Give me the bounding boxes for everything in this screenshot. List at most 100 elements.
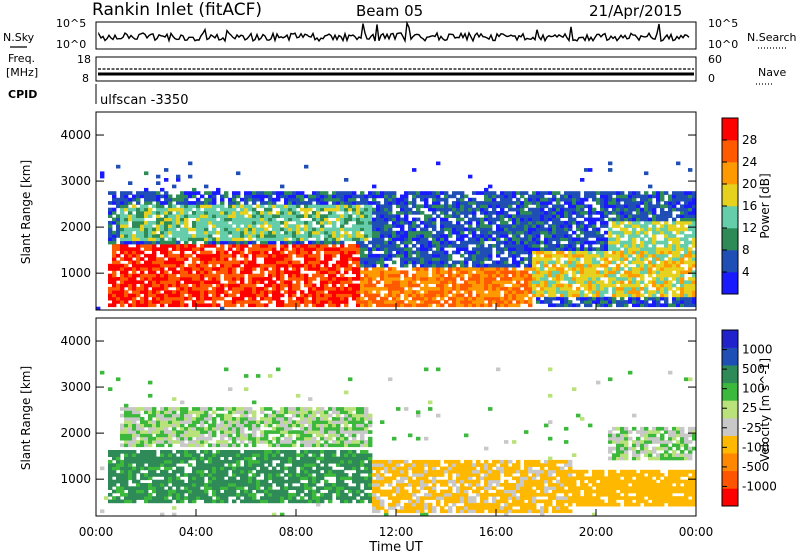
data-cell bbox=[148, 469, 153, 474]
data-cell bbox=[192, 290, 197, 294]
data-cell bbox=[420, 300, 425, 304]
data-cell bbox=[608, 191, 613, 195]
data-cell bbox=[600, 194, 605, 199]
data-cell bbox=[148, 426, 153, 431]
data-cell bbox=[404, 237, 409, 242]
data-cell bbox=[432, 280, 437, 284]
data-cell bbox=[356, 283, 361, 288]
data-cell bbox=[160, 283, 165, 288]
data-cell bbox=[648, 293, 653, 298]
data-cell bbox=[460, 234, 465, 238]
data-cell bbox=[188, 237, 193, 242]
data-cell bbox=[148, 253, 153, 258]
data-cell bbox=[332, 230, 337, 235]
data-cell bbox=[376, 257, 381, 261]
data-cell bbox=[688, 300, 693, 304]
data-cell bbox=[180, 220, 185, 225]
data-cell bbox=[192, 426, 197, 431]
data-cell bbox=[464, 267, 469, 271]
data-cell bbox=[220, 290, 225, 294]
data-cell bbox=[228, 253, 233, 258]
data-cell bbox=[284, 270, 289, 275]
data-cell bbox=[360, 280, 365, 284]
data-cell bbox=[436, 237, 441, 242]
data-cell bbox=[168, 423, 173, 428]
data-cell bbox=[428, 257, 433, 261]
data-cell bbox=[484, 187, 489, 192]
data-cell bbox=[152, 234, 157, 238]
data-cell bbox=[124, 407, 129, 411]
data-cell bbox=[504, 300, 509, 304]
data-cell bbox=[224, 496, 229, 500]
data-cell bbox=[372, 286, 377, 291]
data-cell bbox=[152, 426, 157, 431]
data-cell bbox=[472, 247, 477, 251]
data-cell bbox=[524, 244, 529, 248]
data-cell bbox=[216, 220, 221, 225]
data-cell bbox=[236, 171, 241, 176]
data-cell bbox=[452, 214, 457, 218]
data-cell bbox=[124, 257, 129, 261]
data-cell bbox=[516, 237, 521, 242]
data-cell bbox=[540, 286, 545, 291]
data-cell bbox=[544, 247, 549, 251]
power-heatmap bbox=[96, 161, 697, 311]
data-cell bbox=[192, 283, 197, 288]
data-cell bbox=[148, 440, 153, 444]
data-cell bbox=[548, 280, 553, 284]
data-cell bbox=[644, 303, 649, 308]
data-cell bbox=[408, 234, 413, 238]
data-cell bbox=[304, 201, 309, 205]
data-cell bbox=[296, 296, 301, 301]
data-cell bbox=[212, 237, 217, 242]
data-cell bbox=[320, 270, 325, 275]
data-cell bbox=[212, 207, 217, 212]
data-cell bbox=[188, 194, 193, 199]
data-cell bbox=[580, 290, 585, 294]
data-cell bbox=[304, 244, 309, 248]
data-cell bbox=[560, 220, 565, 225]
data-cell bbox=[512, 244, 517, 248]
data-cell bbox=[220, 492, 225, 497]
data-cell bbox=[396, 277, 401, 281]
data-cell bbox=[404, 247, 409, 251]
data-cell bbox=[248, 290, 253, 294]
data-cell bbox=[432, 207, 437, 212]
data-cell bbox=[216, 270, 221, 275]
data-cell bbox=[156, 492, 161, 497]
data-cell bbox=[340, 263, 345, 268]
data-cell bbox=[184, 286, 189, 291]
data-cell bbox=[588, 286, 593, 291]
data-cell bbox=[152, 290, 157, 294]
data-cell bbox=[656, 290, 661, 294]
data-cell bbox=[540, 277, 545, 281]
data-cell bbox=[208, 296, 213, 301]
data-cell bbox=[200, 211, 205, 215]
data-cell bbox=[504, 270, 509, 275]
data-cell bbox=[144, 296, 149, 301]
data-cell bbox=[152, 430, 157, 434]
data-cell bbox=[160, 273, 165, 278]
data-cell bbox=[620, 293, 625, 298]
data-cell bbox=[196, 469, 201, 474]
data-cell bbox=[476, 227, 481, 232]
data-cell bbox=[204, 267, 209, 271]
data-cell bbox=[392, 191, 397, 195]
data-cell bbox=[676, 250, 681, 255]
data-cell bbox=[496, 244, 501, 248]
data-cell bbox=[640, 217, 645, 222]
data-cell bbox=[628, 217, 633, 222]
data-cell bbox=[512, 237, 517, 242]
data-cell bbox=[344, 250, 349, 255]
data-cell bbox=[156, 207, 161, 212]
data-cell bbox=[124, 486, 129, 490]
data-cell bbox=[224, 483, 229, 487]
data-cell bbox=[236, 290, 241, 294]
data-cell bbox=[616, 250, 621, 255]
data-cell bbox=[472, 286, 477, 291]
data-cell bbox=[176, 257, 181, 261]
data-cell bbox=[560, 227, 565, 232]
data-cell bbox=[148, 207, 153, 212]
data-cell bbox=[216, 476, 221, 481]
data-cell bbox=[332, 191, 337, 195]
